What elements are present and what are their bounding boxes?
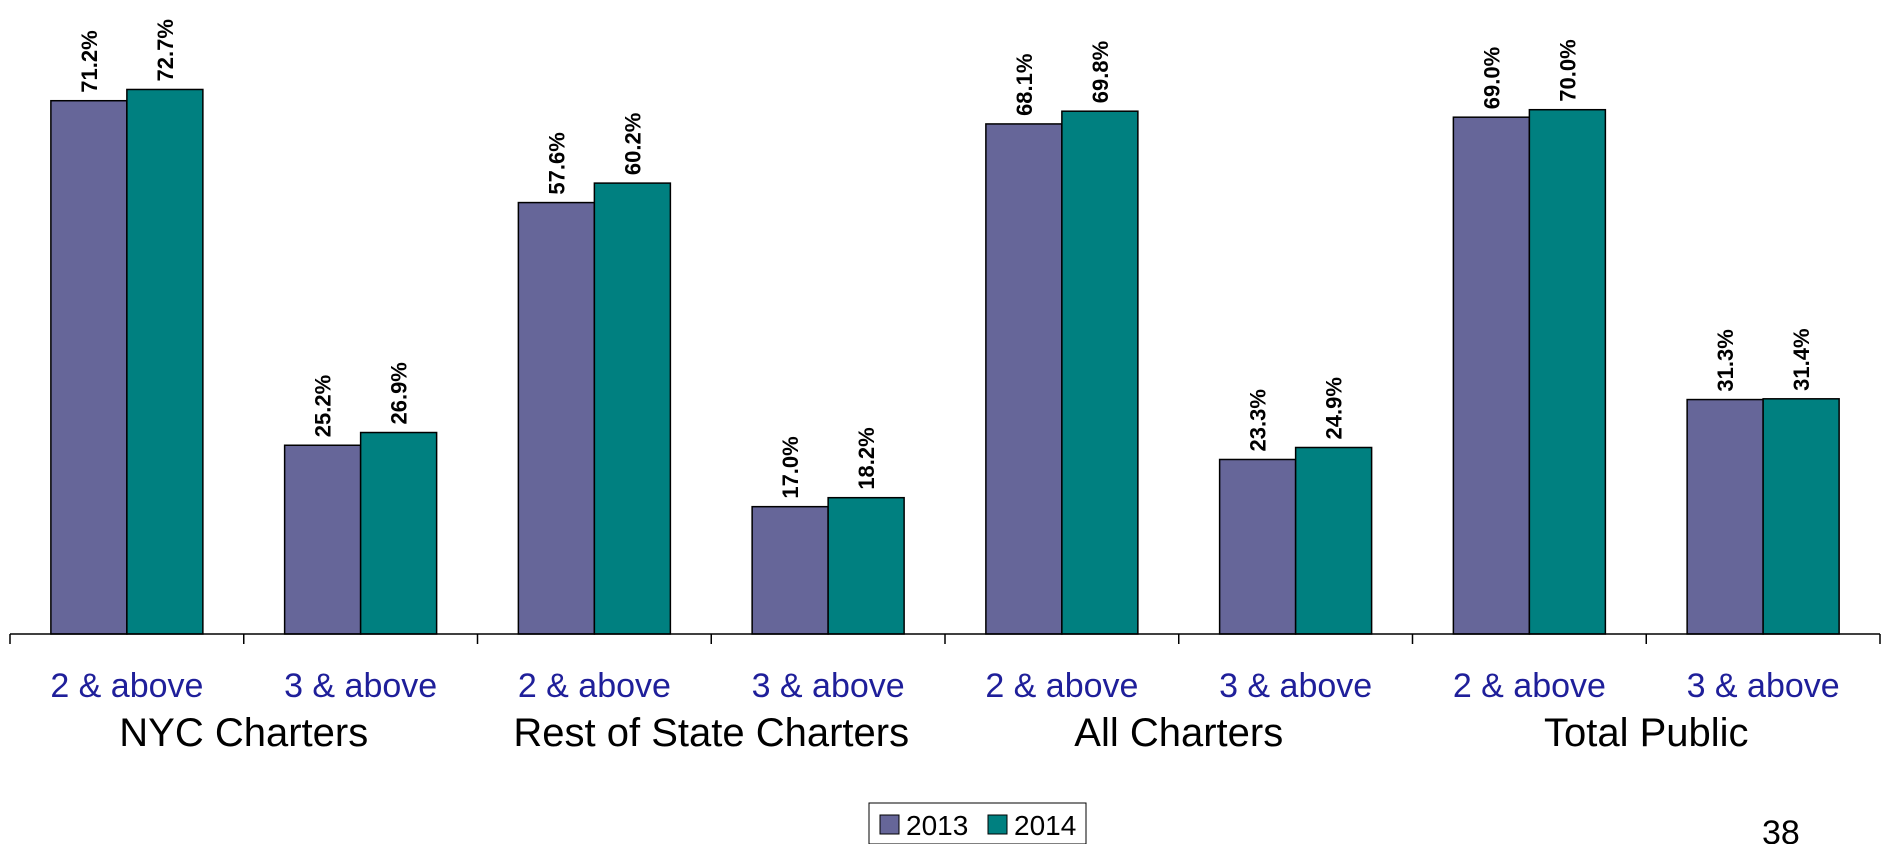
group-labels: NYC Charters Rest of State Charters All Ch…: [119, 711, 1748, 755]
bar-2014-7: [1762, 398, 1840, 635]
bar-2014-6: [1528, 108, 1607, 635]
x-axis-ticks: [9, 634, 1881, 644]
x-tick-label: 3 & above: [1687, 667, 1840, 705]
data-label: 72.7%: [153, 19, 178, 81]
legend-swatch-2013: [879, 814, 900, 835]
bar-2014-1: [359, 431, 438, 635]
group-label: NYC Charters: [119, 711, 368, 755]
x-tick-label: 2 & above: [518, 667, 671, 705]
data-label: 70.0%: [1555, 39, 1580, 101]
data-label: 68.1%: [1012, 54, 1037, 116]
bar-2013-0: [50, 99, 128, 635]
data-label: 23.3%: [1246, 389, 1271, 451]
bar-2014-3: [827, 496, 905, 635]
legend-label-2013: 2013: [906, 810, 968, 841]
data-label: 31.3%: [1713, 329, 1738, 391]
bar-2013-4: [985, 123, 1063, 635]
x-tick-label: 3 & above: [1219, 667, 1372, 705]
group-label: All Charters: [1074, 711, 1283, 755]
data-labels: 71.2% 72.7% 25.2% 26.9% 57.6% 60.2% 17.0% 18.2%…: [77, 19, 1814, 499]
bar-group: [50, 88, 1840, 635]
bar-2013-1: [283, 444, 362, 635]
group-label: Total Public: [1544, 711, 1749, 755]
bar-2014-4: [1061, 110, 1139, 635]
data-label: 60.2%: [620, 113, 645, 175]
bar-2013-2: [517, 201, 596, 635]
x-tick-label: 2 & above: [1453, 667, 1606, 705]
legend-label-2014: 2014: [1014, 810, 1076, 841]
bar-2013-5: [1218, 458, 1297, 635]
x-tick-label: 2 & above: [50, 667, 203, 705]
x-tick-label: 3 & above: [752, 667, 905, 705]
x-tick-label: 3 & above: [284, 667, 437, 705]
bar-2014-0: [126, 88, 204, 635]
page-number: 38: [1762, 814, 1800, 844]
bar-2014-5: [1294, 446, 1373, 635]
x-tick-labels: 2 & above 3 & above 2 & above 3 & above 2 & …: [50, 667, 1839, 705]
bar-2013-7: [1686, 398, 1764, 635]
group-label: Rest of State Charters: [513, 711, 909, 755]
x-tick-label: 2 & above: [985, 667, 1138, 705]
data-label: 26.9%: [387, 362, 412, 424]
data-label: 57.6%: [544, 132, 569, 194]
legend-box: [868, 802, 1087, 844]
legend: 2013 2014: [868, 802, 1087, 844]
bar-2013-6: [1452, 116, 1531, 635]
data-label: 69.8%: [1088, 41, 1113, 103]
data-label: 25.2%: [311, 375, 336, 437]
data-label: 17.0%: [778, 436, 803, 498]
data-label: 71.2%: [77, 30, 102, 92]
legend-swatch-2014: [987, 814, 1008, 835]
data-label: 69.0%: [1479, 47, 1504, 109]
bar-2014-2: [593, 182, 672, 635]
data-label: 24.9%: [1322, 377, 1347, 439]
data-label: 18.2%: [854, 427, 879, 489]
bar-2013-3: [751, 505, 829, 635]
data-label: 31.4%: [1789, 328, 1814, 390]
